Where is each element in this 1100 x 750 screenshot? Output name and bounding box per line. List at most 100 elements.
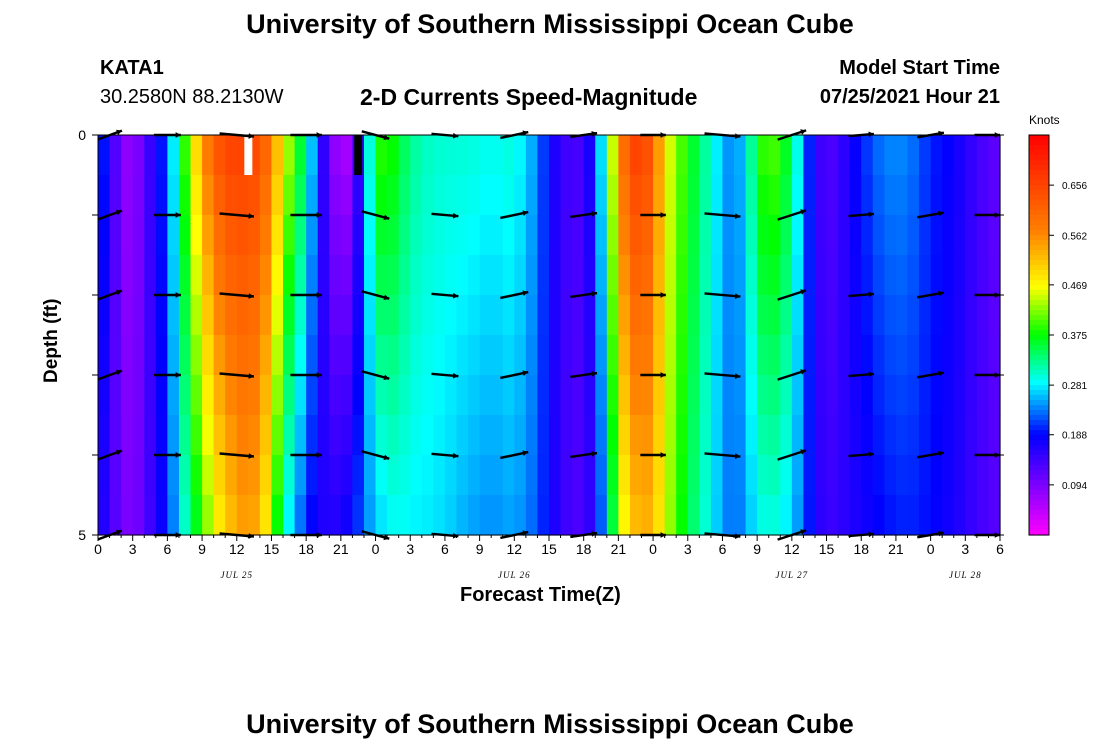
colorbar-cell	[1029, 460, 1049, 466]
heatmap-cell	[942, 255, 955, 296]
heatmap-cell	[653, 415, 666, 456]
colorbar	[1029, 135, 1049, 536]
heatmap-cell	[202, 495, 215, 536]
colorbar-cell	[1029, 525, 1049, 531]
heatmap-cell	[190, 135, 203, 176]
current-vector-head	[383, 534, 390, 541]
heatmap-cell	[583, 175, 596, 216]
heatmap-cell	[976, 375, 990, 416]
current-vector-head	[591, 211, 598, 217]
heatmap-cell	[907, 255, 920, 296]
heatmap-cell	[456, 215, 469, 256]
heatmap-cell	[259, 495, 273, 536]
heatmap-cell	[514, 415, 527, 456]
x-tick-label: 0	[927, 541, 935, 557]
heatmap-cell	[398, 135, 411, 176]
current-vector-head	[522, 290, 529, 296]
heatmap-cell	[803, 135, 816, 176]
chart-title: 2-D Currents Speed-Magnitude	[360, 84, 698, 110]
heatmap-cell	[421, 455, 434, 496]
heatmap-cell	[514, 495, 527, 536]
heatmap-cell	[398, 375, 411, 416]
colorbar-cell	[1029, 260, 1049, 266]
heatmap-cell	[930, 215, 943, 256]
heatmap-cell	[283, 295, 296, 336]
heatmap-cell	[826, 255, 839, 296]
heatmap-cell	[178, 375, 192, 416]
heatmap-cell	[965, 135, 978, 176]
x-tick-label: 6	[163, 541, 171, 557]
heatmap-cell	[468, 135, 481, 176]
heatmap-cell	[236, 335, 249, 376]
heatmap-cell	[710, 375, 724, 416]
colorbar-cell	[1029, 290, 1049, 296]
heatmap-cell	[525, 255, 539, 296]
heatmap-cell	[734, 135, 747, 176]
heatmap-cell	[572, 295, 585, 336]
current-vector-head	[248, 293, 254, 299]
heatmap-cell	[317, 255, 330, 296]
heatmap-cell	[710, 175, 724, 216]
heatmap-cell	[826, 135, 839, 176]
heatmap-cell	[259, 295, 273, 336]
heatmap-cell	[641, 335, 654, 376]
current-vector-head	[522, 370, 529, 376]
heatmap-cell	[456, 255, 469, 296]
current-vector-head	[868, 531, 874, 538]
x-tick-label: 3	[684, 541, 692, 557]
heatmap-cell	[583, 495, 596, 536]
colorbar-cell	[1029, 185, 1049, 191]
heatmap-cell	[294, 455, 307, 496]
heatmap-cell	[803, 295, 816, 336]
heatmap-cell	[329, 495, 342, 536]
heatmap-cell	[178, 415, 192, 456]
heatmap-cell	[236, 495, 249, 536]
footer-title: University of Southern Mississippi Ocean…	[246, 709, 854, 739]
heatmap-cell	[803, 455, 816, 496]
heatmap-cell	[953, 495, 966, 536]
heatmap-cell	[976, 215, 990, 256]
heatmap-cell	[514, 455, 527, 496]
heatmap-cell	[329, 135, 342, 176]
heatmap-cell	[838, 295, 851, 336]
heatmap-cell	[895, 335, 909, 376]
heatmap-cell	[398, 335, 411, 376]
heatmap-cell	[294, 175, 307, 216]
current-vector-head	[591, 451, 598, 457]
heatmap-cell	[491, 375, 504, 416]
heatmap-cell	[976, 295, 990, 336]
x-tick-label: 21	[888, 541, 904, 557]
heatmap-cell	[549, 295, 562, 336]
heatmap-cell	[410, 135, 423, 176]
heatmap-cell	[294, 295, 307, 336]
heatmap-cell	[178, 215, 192, 256]
colorbar-cell	[1029, 195, 1049, 201]
current-vector-head	[660, 212, 666, 218]
heatmap-cell	[930, 415, 943, 456]
heatmap-cell	[676, 335, 689, 376]
x-axis-label: Forecast Time(Z)	[460, 584, 621, 606]
heatmap-cell	[468, 335, 481, 376]
heatmap-cell	[572, 455, 585, 496]
heatmap-cell	[641, 295, 654, 336]
heatmap-cell	[259, 335, 273, 376]
heatmap-cell	[525, 295, 539, 336]
heatmap-cell	[479, 415, 492, 456]
heatmap-cell	[236, 375, 249, 416]
heatmap-cell	[780, 495, 793, 536]
heatmap-cell	[525, 175, 539, 216]
heatmap-cell	[294, 255, 307, 296]
heatmap-cell	[826, 175, 839, 216]
heatmap-cell	[791, 495, 805, 536]
heatmap-cell	[421, 495, 434, 536]
heatmap-cell	[780, 335, 793, 376]
heatmap-cell	[410, 375, 423, 416]
current-vector-head	[383, 374, 390, 381]
current-vector-head	[800, 449, 807, 455]
heatmap-cell	[965, 495, 978, 536]
heatmap-cell	[722, 135, 735, 176]
colorbar-cell	[1029, 430, 1049, 436]
heatmap-cell	[976, 255, 990, 296]
colorbar-cell	[1029, 465, 1049, 471]
heatmap-cell	[398, 415, 411, 456]
